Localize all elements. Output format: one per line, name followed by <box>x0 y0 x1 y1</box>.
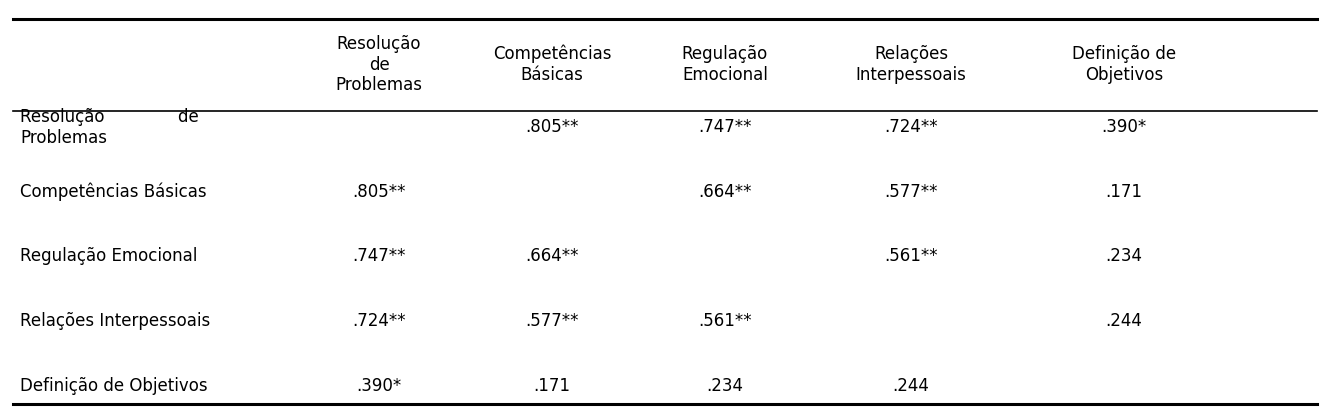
Text: .561**: .561** <box>698 312 751 330</box>
Text: .390*: .390* <box>356 377 402 395</box>
Text: .805**: .805** <box>525 118 579 136</box>
Text: Competências Básicas: Competências Básicas <box>20 183 206 201</box>
Text: .244: .244 <box>1105 312 1142 330</box>
Text: Resolução
de
Problemas: Resolução de Problemas <box>335 35 423 94</box>
Text: .664**: .664** <box>698 183 751 201</box>
Text: Regulação
Emocional: Regulação Emocional <box>682 45 767 84</box>
Text: .747**: .747** <box>698 118 751 136</box>
Text: .561**: .561** <box>884 247 938 266</box>
Text: .244: .244 <box>892 377 930 395</box>
Text: Resolução              de
Problemas: Resolução de Problemas <box>20 108 198 147</box>
Text: Definição de
Objetivos: Definição de Objetivos <box>1072 45 1176 84</box>
Text: .747**: .747** <box>352 247 406 266</box>
Text: .724**: .724** <box>884 118 938 136</box>
Text: .234: .234 <box>1105 247 1142 266</box>
Text: Definição de Objetivos: Definição de Objetivos <box>20 377 207 395</box>
Text: Relações
Interpessoais: Relações Interpessoais <box>855 45 967 84</box>
Text: .664**: .664** <box>525 247 579 266</box>
Text: .577**: .577** <box>884 183 938 201</box>
Text: Competências
Básicas: Competências Básicas <box>492 45 612 84</box>
Text: .805**: .805** <box>352 183 406 201</box>
Text: .171: .171 <box>533 377 571 395</box>
Text: .577**: .577** <box>525 312 579 330</box>
Text: .724**: .724** <box>352 312 406 330</box>
Text: .390*: .390* <box>1101 118 1146 136</box>
Text: .234: .234 <box>706 377 743 395</box>
Text: Relações Interpessoais: Relações Interpessoais <box>20 312 210 330</box>
Text: .171: .171 <box>1105 183 1142 201</box>
Text: Regulação Emocional: Regulação Emocional <box>20 247 197 266</box>
